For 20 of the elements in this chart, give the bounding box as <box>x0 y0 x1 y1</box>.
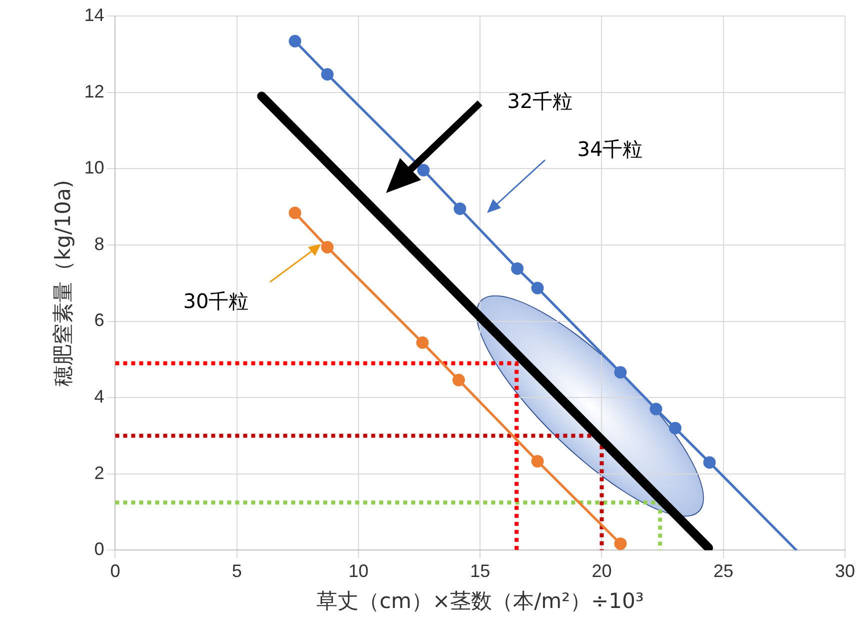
x-axis-title: 草丈（cm）×茎数（本/m²）÷10³ <box>316 588 644 613</box>
x-tick-label: 15 <box>470 560 490 581</box>
x-tick-label: 5 <box>232 560 242 581</box>
y-tick-label: 0 <box>94 539 104 560</box>
y-tick-label: 2 <box>94 462 104 483</box>
x-tick-label: 30 <box>834 560 856 581</box>
y-tick-label: 12 <box>84 81 104 102</box>
y-tick-label: 14 <box>84 4 104 25</box>
y-tick-label: 6 <box>94 310 104 330</box>
annotation: 32千粒 <box>507 89 573 114</box>
y-tick-label: 8 <box>94 234 104 254</box>
annotation: 34千粒 <box>577 137 643 162</box>
x-tick-label: 0 <box>110 560 120 581</box>
x-tick-label: 10 <box>348 560 368 581</box>
x-tick-label: 25 <box>713 560 734 581</box>
annotation: 30千粒 <box>183 289 249 314</box>
y-tick-label: 4 <box>94 386 104 407</box>
y-tick-label: 10 <box>84 158 104 178</box>
x-tick-label: 20 <box>592 560 612 581</box>
y-axis-title: 穂肥窒素量（kg/10a) <box>51 180 76 386</box>
